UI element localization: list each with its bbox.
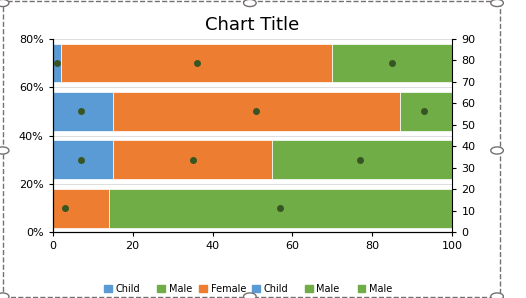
Bar — [332, 44, 452, 82]
Legend: Child, Female, Male, Child, Female, Male, Child, Female, Male, Female, Male, Lab: Child, Female, Male, Child, Female, Male… — [100, 280, 405, 298]
Bar — [113, 92, 400, 131]
Title: Chart Title: Chart Title — [205, 16, 300, 34]
Bar — [108, 189, 452, 228]
Bar — [272, 140, 452, 179]
Bar — [113, 140, 272, 179]
Bar — [53, 44, 60, 82]
Bar — [60, 44, 332, 82]
Bar — [53, 92, 113, 131]
Bar — [53, 189, 108, 228]
Bar — [400, 92, 452, 131]
Bar — [53, 140, 113, 179]
